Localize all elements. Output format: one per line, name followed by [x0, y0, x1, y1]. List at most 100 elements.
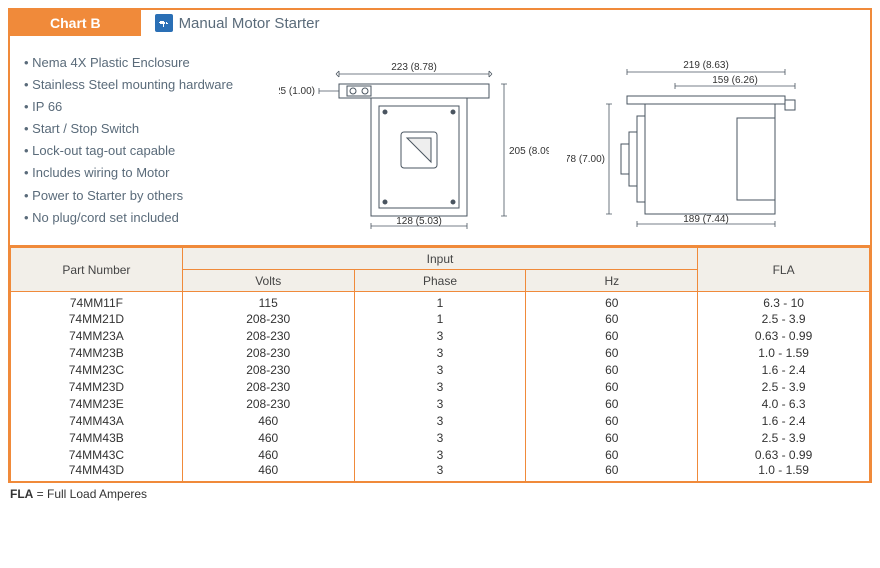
- cell-fla: 2.5 - 3.9: [698, 378, 870, 395]
- dim-side-height: 178 (7.00): [567, 154, 605, 165]
- table-row: 74MM43D4603601.0 - 1.59: [11, 463, 870, 481]
- cell-phase: 3: [354, 327, 526, 344]
- cell-phase: 3: [354, 378, 526, 395]
- cell-phase: 3: [354, 344, 526, 361]
- cell-volts: 208-230: [182, 361, 354, 378]
- cell-fla: 2.5 - 3.9: [698, 429, 870, 446]
- cell-part: 74MM43B: [11, 429, 183, 446]
- cell-hz: 60: [526, 463, 698, 481]
- cell-part: 74MM11F: [11, 292, 183, 311]
- cell-fla: 1.6 - 2.4: [698, 412, 870, 429]
- cell-volts: 460: [182, 446, 354, 463]
- cell-phase: 3: [354, 446, 526, 463]
- cell-fla: 1.6 - 2.4: [698, 361, 870, 378]
- cell-hz: 60: [526, 412, 698, 429]
- cell-phase: 3: [354, 395, 526, 412]
- table-row: 74MM23B208-2303601.0 - 1.59: [11, 344, 870, 361]
- cell-phase: 1: [354, 310, 526, 327]
- chart-title: Manual Motor Starter: [141, 14, 320, 32]
- feature-item: Includes wiring to Motor: [24, 162, 259, 184]
- spec-table: Part Number Input FLA Volts Phase Hz 74M…: [10, 247, 870, 481]
- dim-side-inner: 159 (6.26): [712, 75, 758, 86]
- cell-fla: 4.0 - 6.3: [698, 395, 870, 412]
- cell-volts: 460: [182, 463, 354, 481]
- feature-item: Power to Starter by others: [24, 185, 259, 207]
- table-row: 74MM11F1151606.3 - 10: [11, 292, 870, 311]
- cell-phase: 1: [354, 292, 526, 311]
- dim-side-bottom: 189 (7.44): [683, 214, 729, 225]
- cell-phase: 3: [354, 361, 526, 378]
- cell-phase: 3: [354, 412, 526, 429]
- cell-volts: 208-230: [182, 395, 354, 412]
- table-row: 74MM21D208-2301602.5 - 3.9: [11, 310, 870, 327]
- table-row: 74MM23A208-2303600.63 - 0.99: [11, 327, 870, 344]
- th-part: Part Number: [11, 248, 183, 292]
- chart-label: Chart B: [10, 10, 141, 36]
- cell-fla: 1.0 - 1.59: [698, 463, 870, 481]
- side-view-drawing: 219 (8.63) 159 (6.26) 178 (7.00) 189 (7.…: [567, 56, 847, 231]
- top-section: Nema 4X Plastic EnclosureStainless Steel…: [10, 36, 870, 247]
- cell-part: 74MM43C: [11, 446, 183, 463]
- cell-hz: 60: [526, 292, 698, 311]
- dim-side-top: 219 (8.63): [683, 60, 729, 71]
- table-row: 74MM23D208-2303602.5 - 3.9: [11, 378, 870, 395]
- chart-header: Chart B Manual Motor Starter: [10, 10, 870, 36]
- cell-part: 74MM23C: [11, 361, 183, 378]
- feature-item: No plug/cord set included: [24, 207, 259, 229]
- cell-phase: 3: [354, 429, 526, 446]
- table-row: 74MM23E208-2303604.0 - 6.3: [11, 395, 870, 412]
- th-hz: Hz: [526, 270, 698, 292]
- footnote-def: = Full Load Amperes: [33, 487, 147, 501]
- cell-fla: 0.63 - 0.99: [698, 327, 870, 344]
- th-phase: Phase: [354, 270, 526, 292]
- cell-volts: 208-230: [182, 344, 354, 361]
- th-volts: Volts: [182, 270, 354, 292]
- cell-hz: 60: [526, 327, 698, 344]
- cell-hz: 60: [526, 378, 698, 395]
- cell-part: 74MM43A: [11, 412, 183, 429]
- table-row: 74MM23C208-2303601.6 - 2.4: [11, 361, 870, 378]
- cell-phase: 3: [354, 463, 526, 481]
- footnote-term: FLA: [10, 487, 33, 501]
- cell-part: 74MM23B: [11, 344, 183, 361]
- dim-front-height: 205 (8.09): [509, 146, 549, 157]
- dim-front-top: 223 (8.78): [391, 62, 437, 73]
- th-input: Input: [182, 248, 697, 270]
- technical-drawings: 223 (8.78) 25 (1.00) 205 (8.09) 128 (5.0…: [269, 52, 856, 231]
- table-row: 74MM43A4603601.6 - 2.4: [11, 412, 870, 429]
- dim-front-left: 25 (1.00): [279, 86, 315, 97]
- cell-hz: 60: [526, 361, 698, 378]
- feature-item: Stainless Steel mounting hardware: [24, 74, 259, 96]
- cell-part: 74MM23A: [11, 327, 183, 344]
- cell-hz: 60: [526, 446, 698, 463]
- cell-hz: 60: [526, 429, 698, 446]
- feature-item: Lock-out tag-out capable: [24, 140, 259, 162]
- footnote: FLA = Full Load Amperes: [8, 483, 872, 505]
- cell-part: 74MM21D: [11, 310, 183, 327]
- cell-fla: 1.0 - 1.59: [698, 344, 870, 361]
- table-row: 74MM43C4603600.63 - 0.99: [11, 446, 870, 463]
- cell-volts: 208-230: [182, 310, 354, 327]
- cell-volts: 208-230: [182, 327, 354, 344]
- cell-hz: 60: [526, 395, 698, 412]
- cell-part: 74MM23D: [11, 378, 183, 395]
- table-row: 74MM43B4603602.5 - 3.9: [11, 429, 870, 446]
- dim-front-bottom: 128 (5.03): [396, 216, 442, 227]
- cell-volts: 460: [182, 429, 354, 446]
- feature-item: Start / Stop Switch: [24, 118, 259, 140]
- feature-item: IP 66: [24, 96, 259, 118]
- th-fla: FLA: [698, 248, 870, 292]
- cell-part: 74MM43D: [11, 463, 183, 481]
- chart-title-text: Manual Motor Starter: [179, 15, 320, 32]
- cell-hz: 60: [526, 344, 698, 361]
- cell-fla: 6.3 - 10: [698, 292, 870, 311]
- cell-fla: 2.5 - 3.9: [698, 310, 870, 327]
- features-list: Nema 4X Plastic EnclosureStainless Steel…: [24, 52, 259, 231]
- feature-item: Nema 4X Plastic Enclosure: [24, 52, 259, 74]
- cell-fla: 0.63 - 0.99: [698, 446, 870, 463]
- cell-hz: 60: [526, 310, 698, 327]
- cell-volts: 115: [182, 292, 354, 311]
- faucet-icon: [155, 14, 173, 32]
- cell-volts: 208-230: [182, 378, 354, 395]
- chart-container: Chart B Manual Motor Starter Nema 4X Pla…: [8, 8, 872, 483]
